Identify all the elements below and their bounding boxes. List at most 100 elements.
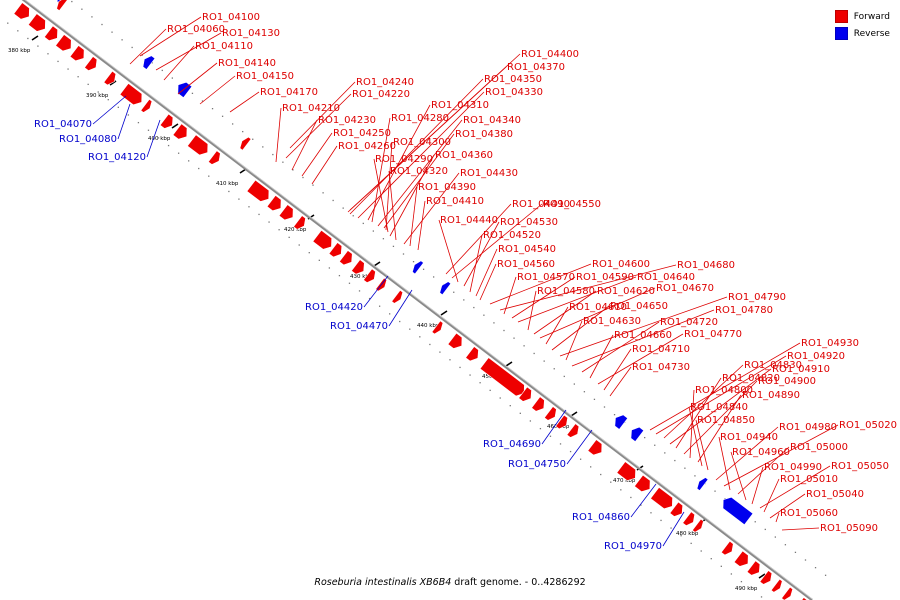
forward-gene-arrow-45 (781, 586, 794, 600)
track-dot (569, 450, 572, 453)
track-dot (198, 167, 200, 170)
track-dot (600, 473, 602, 476)
label-ro1-04840-leader (688, 406, 703, 467)
track-dot (147, 129, 150, 131)
track-dot (660, 519, 662, 522)
track-dot (519, 412, 521, 414)
track-dot (824, 574, 827, 576)
label-ro1-04340-leader (377, 119, 463, 227)
forward-gene-arrow-41 (733, 550, 749, 567)
track-dot (77, 76, 79, 78)
track-dot (730, 573, 733, 575)
label-ro1-04930-leader (649, 342, 801, 431)
track-dot (218, 183, 220, 185)
forward-gene-arrow-22 (375, 277, 388, 292)
track-dot (318, 259, 320, 261)
track-dot (141, 54, 143, 56)
track-dot (248, 206, 250, 208)
label-ro1-05000: RO1_05000 (790, 442, 848, 453)
label-ro1-04920: RO1_04920 (787, 351, 845, 362)
label-ro1-04240: RO1_04240 (356, 77, 414, 88)
forward-gene-arrow-1 (27, 13, 46, 32)
forward-gene-arrow-32 (566, 423, 580, 438)
track-dot (784, 544, 787, 546)
label-ro1-04730-leader (609, 366, 632, 397)
label-ro1-04170: RO1_04170 (260, 87, 318, 98)
label-ro1-04520-leader (469, 234, 483, 293)
track-dot (630, 496, 632, 499)
track-dot (654, 444, 656, 446)
forward-gene-arrow-5 (84, 56, 98, 71)
track-dot (804, 559, 807, 561)
label-ro1-05090: RO1_05090 (820, 523, 878, 534)
track-dot (740, 580, 743, 583)
label-ro1-04580-leader (527, 290, 537, 331)
track-dot (338, 274, 341, 277)
label-ro1-04100: RO1_04100 (202, 12, 260, 23)
track-dot (523, 345, 525, 347)
label-ro1-04080: RO1_04080 (59, 134, 117, 145)
label-ro1-04530: RO1_04530 (500, 217, 558, 228)
legend-reverse: Reverse (834, 25, 890, 42)
track-dot (358, 290, 361, 292)
forward-gene-small-0 (56, 0, 69, 12)
label-ro1-04230-leader (291, 119, 318, 171)
track-dot (268, 221, 270, 223)
track-dot (91, 16, 93, 18)
tick-380-kbp-mark (31, 35, 39, 41)
label-ro1-04550: RO1_04550 (543, 199, 601, 210)
label-ro1-04250-leader (301, 132, 333, 177)
forward-gene-arrow-27 (479, 357, 525, 397)
label-ro1-04320-leader (388, 170, 397, 241)
label-ro1-04360: RO1_04360 (435, 150, 493, 161)
track-dot (101, 23, 103, 26)
track-dot (137, 121, 140, 124)
label-ro1-04690: RO1_04690 (483, 439, 541, 450)
label-ro1-05020-leader (723, 424, 839, 487)
label-ro1-04390-leader (409, 186, 418, 247)
track-dot (87, 83, 89, 86)
label-ro1-04310-leader (367, 104, 431, 221)
track-dot (392, 245, 395, 248)
tick-460-kbp-mark (570, 411, 578, 417)
label-ro1-04850-leader (695, 419, 709, 471)
track-dot (774, 536, 776, 538)
label-ro1-04860: RO1_04860 (572, 512, 630, 523)
label-ro1-05060-leader (775, 512, 780, 523)
track-dot (493, 322, 495, 324)
track-dot (640, 504, 642, 506)
forward-gene-arrow-16 (293, 215, 306, 230)
label-ro1-04150: RO1_04150 (236, 71, 294, 82)
track-dot (559, 443, 562, 445)
label-ro1-04470-leader (388, 289, 413, 327)
track-dot (372, 230, 374, 232)
tick-490-kbp-label: 490 kbp (735, 586, 758, 592)
forward-gene-arrow-29 (531, 396, 545, 412)
reverse-gene-arrow-8 (722, 496, 754, 526)
label-ro1-04280-leader (371, 117, 391, 223)
track-dot (242, 130, 244, 133)
forward-gene-arrow-20 (351, 259, 365, 275)
track-dot (322, 192, 324, 194)
label-ro1-04620: RO1_04620 (597, 286, 655, 297)
label-ro1-04610-leader (545, 306, 569, 345)
track-dot (680, 535, 682, 537)
track-dot (157, 137, 160, 139)
label-ro1-04770: RO1_04770 (684, 329, 742, 340)
label-ro1-04260-leader (311, 145, 338, 185)
track-dot (463, 299, 465, 301)
label-ro1-04370-leader (347, 66, 507, 213)
label-ro1-04890-leader (697, 394, 742, 463)
legend-forward-swatch (834, 10, 848, 23)
track-dot (814, 567, 817, 569)
label-ro1-04610: RO1_04610 (569, 302, 627, 313)
label-ro1-04650: RO1_04650 (610, 301, 668, 312)
track-dot (449, 359, 451, 361)
label-ro1-04980: RO1_04980 (779, 422, 837, 433)
label-ro1-04720-leader (581, 321, 660, 373)
tick-380-kbp-label: 380 kbp (8, 48, 31, 54)
track-dot (167, 144, 170, 147)
label-ro1-04630-leader (565, 320, 583, 361)
track-dot (332, 199, 334, 202)
